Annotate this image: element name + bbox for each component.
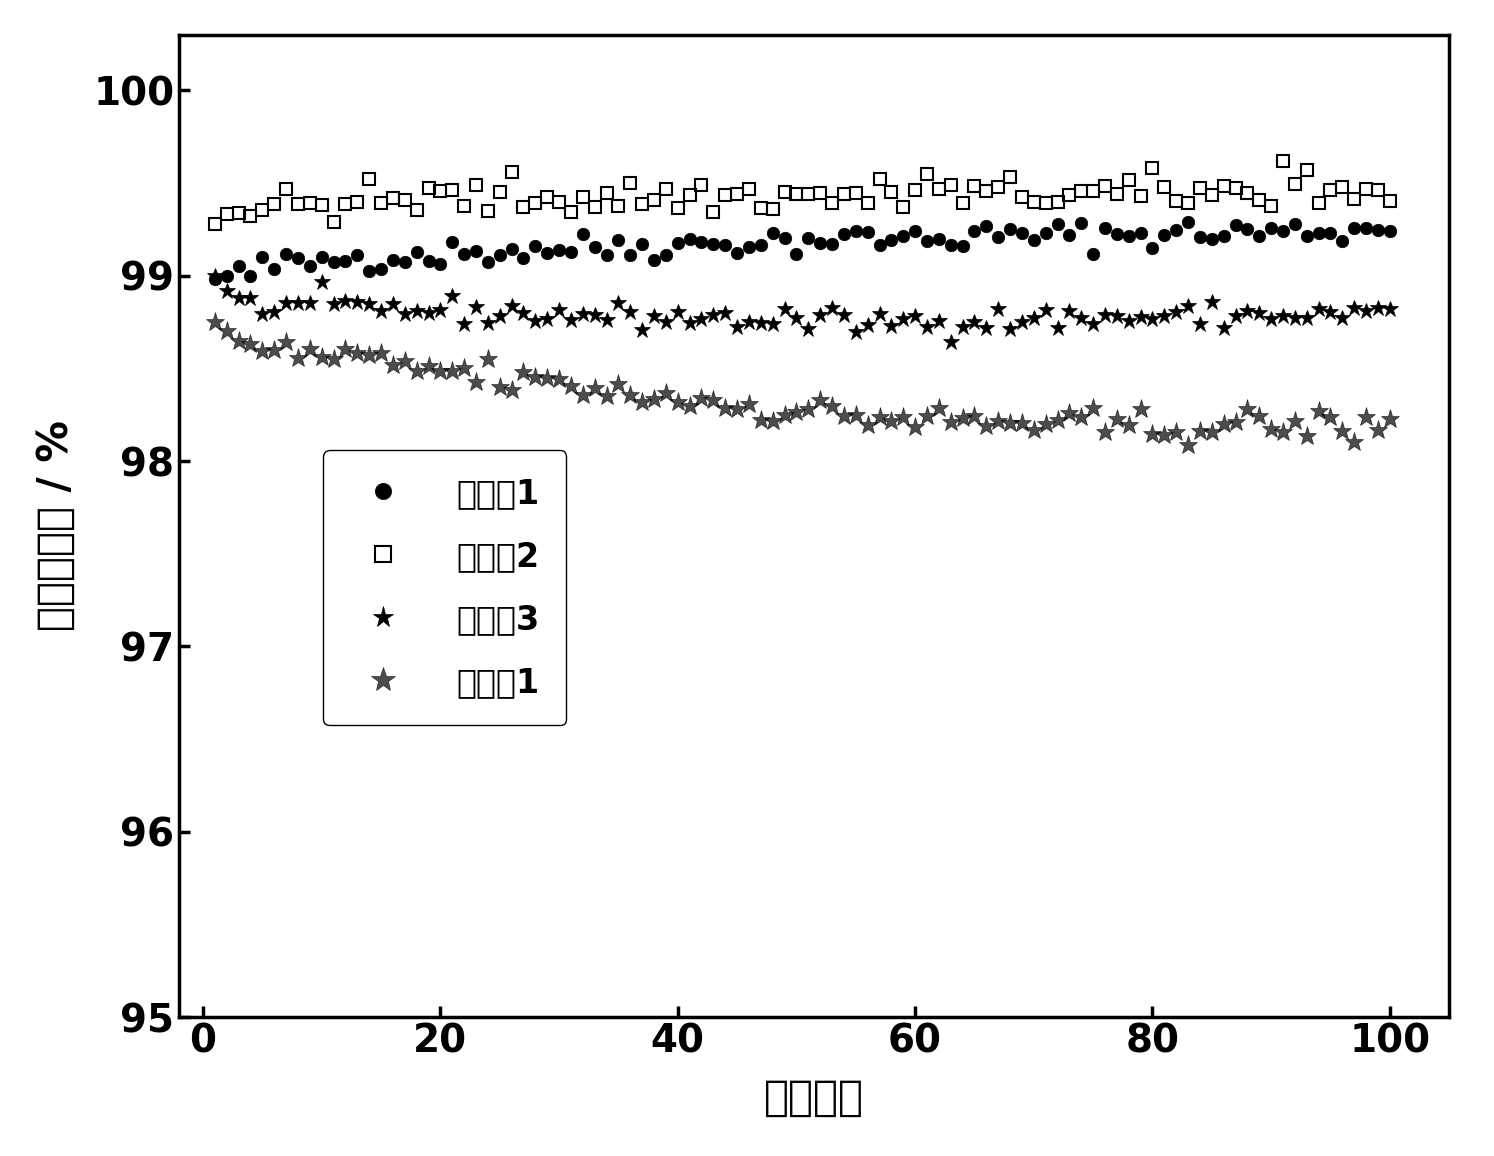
X-axis label: 循环次数: 循环次数	[765, 1076, 864, 1119]
Y-axis label: 充放电效率 / %: 充放电效率 / %	[34, 421, 76, 631]
Legend: 实施例1, 实施例2, 实施例3, 比较例1: 实施例1, 实施例2, 实施例3, 比较例1	[323, 450, 566, 726]
